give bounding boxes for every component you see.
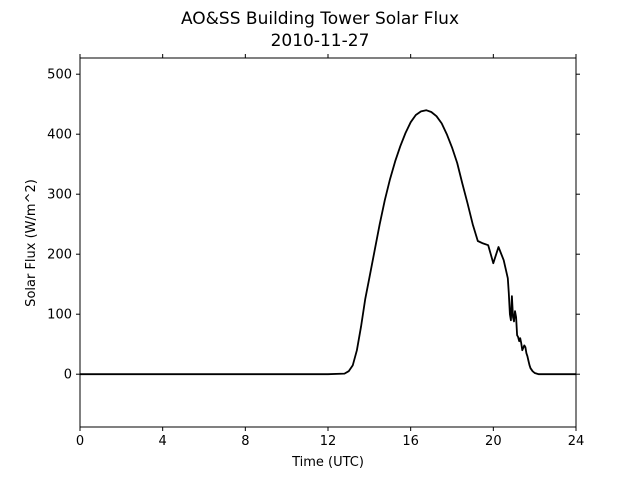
plot-area [80, 58, 576, 427]
x-tick-label: 20 [485, 434, 502, 449]
y-tick-label: 400 [47, 128, 72, 143]
x-tick-label: 16 [402, 434, 419, 449]
chart-title: AO&SS Building Tower Solar Flux [181, 9, 459, 29]
y-tick-label: 500 [47, 68, 72, 83]
x-tick-label: 8 [241, 434, 249, 449]
solar-flux-line [80, 109, 576, 376]
plot-frame [79, 57, 577, 428]
y-tick-label: 200 [47, 248, 72, 263]
x-tick-label: 0 [76, 434, 84, 449]
y-tick-label: 100 [47, 308, 72, 323]
chart-subtitle: 2010-11-27 [271, 31, 370, 51]
y-axis-label: Solar Flux (W/m^2) [24, 179, 39, 307]
y-tick-label: 300 [47, 188, 72, 203]
tick-layer: 0 4 8 12 16 20 24 0 100 200 300 400 500 [47, 54, 584, 449]
x-tick-label: 12 [320, 434, 337, 449]
y-tick-label: 0 [64, 368, 72, 383]
x-axis-label: Time (UTC) [291, 455, 364, 470]
x-tick-label: 24 [568, 434, 585, 449]
series-layer [80, 109, 576, 376]
x-tick-label: 4 [159, 434, 167, 449]
